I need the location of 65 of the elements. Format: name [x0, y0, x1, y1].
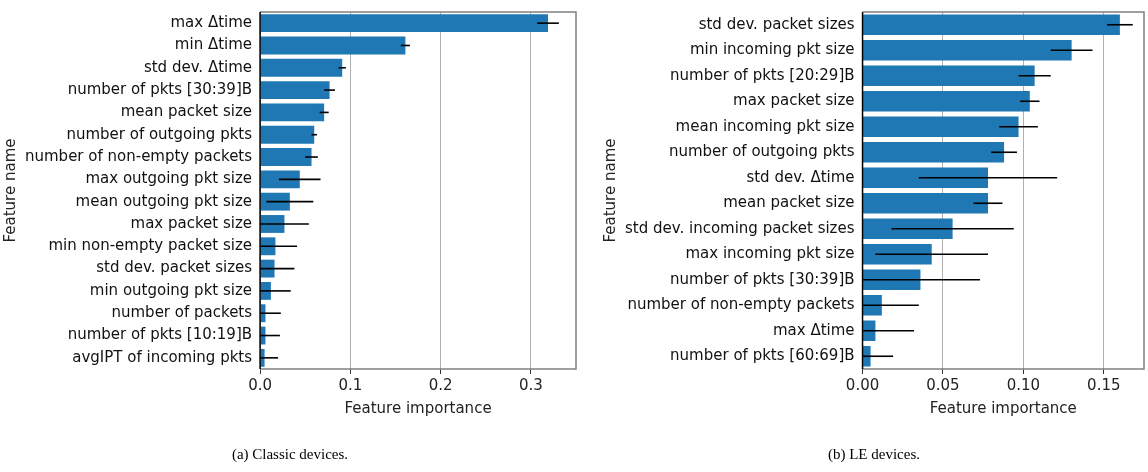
y-tick-label: std dev. Δtime	[143, 57, 253, 76]
y-tick-label: min non-empty packet size	[48, 236, 253, 255]
bar	[260, 192, 290, 211]
y-tick-label: number of pkts [30:39]B	[670, 269, 855, 288]
y-tick-label: mean packet size	[120, 102, 253, 121]
x-axis-title: Feature importance	[929, 398, 1077, 417]
bar	[260, 36, 406, 55]
y-tick-label: number of outgoing pkts	[66, 124, 253, 143]
text: (a) Classic devices.	[230, 446, 350, 463]
y-tick-label: number of outgoing pkts	[668, 142, 855, 161]
x-tick-label: 0.15	[1087, 375, 1121, 394]
y-axis-title: Feature name	[0, 138, 19, 243]
y-tick-label: number of pkts [60:69]B	[670, 346, 855, 365]
bar	[863, 65, 1035, 86]
x-tick-label: 0.1	[338, 375, 363, 394]
bar	[863, 40, 1072, 61]
x-tick-label: 0.0	[248, 375, 272, 394]
y-tick-label: max outgoing pkt size	[85, 169, 253, 188]
y-tick-label: number of pkts [30:39]B	[67, 79, 253, 98]
bar	[260, 148, 312, 166]
y-tick-label: min outgoing pkt size	[89, 280, 253, 299]
y-tick-label: max Δtime	[772, 320, 855, 339]
y-tick-label: avgIPT of incoming pkts	[72, 347, 253, 366]
bar	[863, 193, 988, 214]
y-tick-label: number of non-empty packets	[627, 295, 855, 314]
y-tick-label: number of pkts [20:29]B	[670, 65, 855, 84]
x-tick-label: 0.2	[428, 375, 453, 394]
bar	[260, 125, 315, 144]
x-tick-label: 0.3	[518, 375, 543, 394]
bar	[863, 116, 1019, 137]
x-tick-label: 0.00	[845, 375, 880, 394]
y-tick-label: min incoming pkt size	[689, 40, 855, 59]
bar	[863, 142, 1005, 163]
y-tick-label: std dev. Δtime	[746, 167, 855, 186]
bar	[863, 14, 1120, 35]
y-tick-label: min Δtime	[174, 35, 253, 54]
text: (b) LE devices.	[826, 446, 921, 463]
bar	[260, 14, 549, 33]
y-tick-label: max Δtime	[170, 13, 253, 32]
x-tick-label: 0.10	[1006, 375, 1041, 394]
bar	[863, 346, 871, 367]
y-tick-label: mean packet size	[723, 193, 855, 212]
y-tick-label: max packet size	[733, 91, 855, 110]
bar	[260, 170, 300, 189]
y-tick-label: number of non-empty packets	[24, 146, 253, 165]
y-tick-label: mean outgoing pkt size	[75, 191, 253, 210]
y-axis-title: Feature name	[600, 138, 619, 243]
y-tick-label: number of packets	[111, 303, 253, 322]
y-tick-label: max packet size	[130, 213, 253, 232]
bar	[863, 218, 953, 239]
y-tick-label: mean incoming pkt size	[675, 116, 855, 135]
bar	[863, 91, 1030, 112]
x-axis-title: Feature importance	[344, 398, 492, 417]
y-tick-label: std dev. packet sizes	[96, 258, 253, 277]
x-tick-label: 0.05	[926, 375, 960, 394]
y-tick-label: number of pkts [10:19]B	[67, 325, 253, 344]
bar	[863, 244, 932, 265]
bar	[260, 103, 325, 122]
y-tick-label: std dev. incoming packet sizes	[624, 218, 855, 237]
bar	[260, 58, 343, 77]
bar	[260, 81, 330, 100]
y-tick-label: std dev. packet sizes	[698, 14, 855, 33]
bar	[863, 167, 988, 188]
bar	[260, 259, 275, 278]
y-tick-label: max incoming pkt size	[685, 244, 855, 263]
